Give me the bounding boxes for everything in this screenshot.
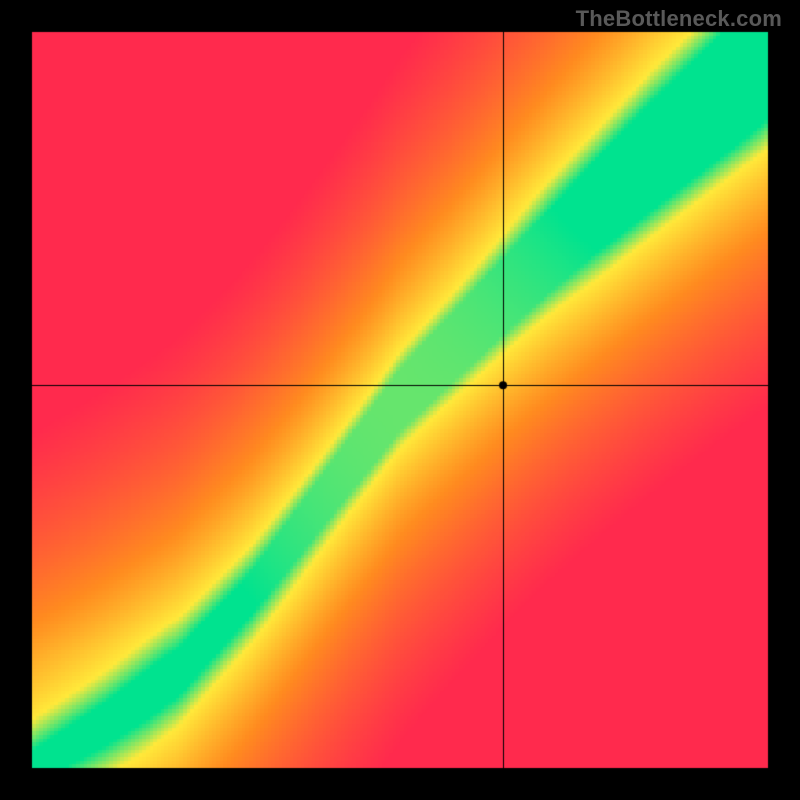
watermark-text: TheBottleneck.com bbox=[576, 6, 782, 32]
bottleneck-heatmap bbox=[0, 0, 800, 800]
